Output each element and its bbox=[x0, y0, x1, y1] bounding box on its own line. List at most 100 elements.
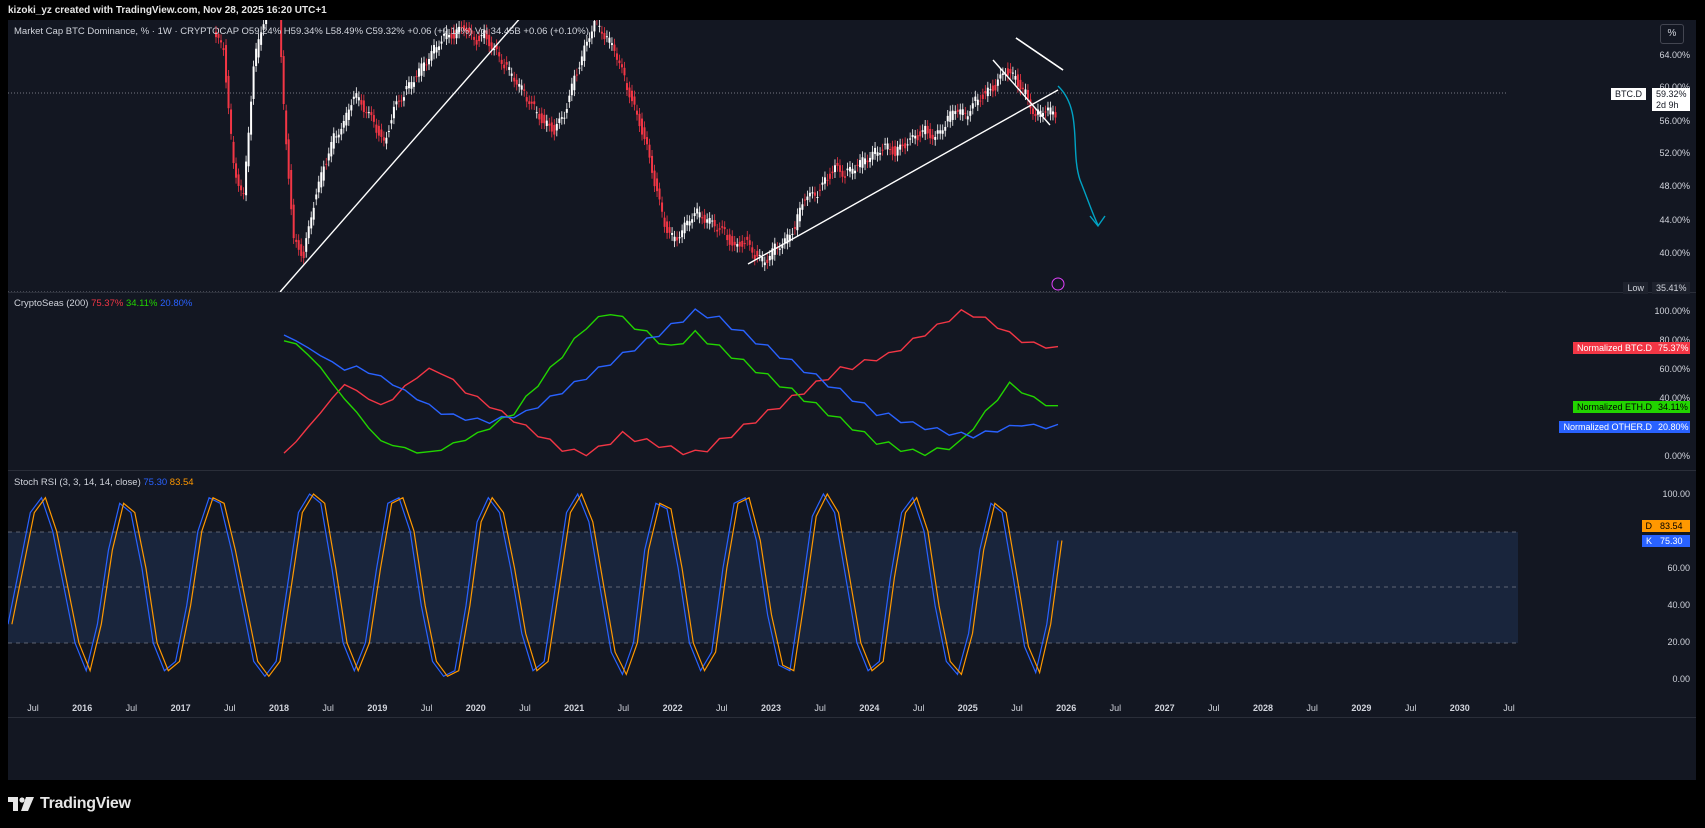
candle-body bbox=[1034, 113, 1037, 117]
symbol-price-tag[interactable]: BTC.D bbox=[1611, 88, 1646, 100]
candle-body bbox=[217, 34, 220, 38]
candle-body bbox=[350, 105, 353, 111]
candle-body bbox=[458, 26, 461, 33]
chart-canvas[interactable] bbox=[8, 20, 1696, 780]
candle-body bbox=[676, 237, 679, 241]
bar-countdown: 2d 9h bbox=[1652, 99, 1690, 111]
candle-body bbox=[816, 197, 819, 199]
candle-body bbox=[580, 56, 583, 66]
candle-body bbox=[390, 120, 393, 124]
candle-body bbox=[663, 217, 666, 227]
candle-body bbox=[310, 217, 313, 229]
percent-scale-button[interactable]: % bbox=[1660, 24, 1684, 44]
candle-body bbox=[936, 130, 939, 134]
candle-body bbox=[916, 135, 919, 141]
last-price-tag[interactable]: 59.32% bbox=[1652, 88, 1690, 100]
main-legend[interactable]: Market Cap BTC Dominance, % · 1W · CRYPT… bbox=[14, 26, 589, 37]
symbol-title[interactable]: Market Cap BTC Dominance, % · 1W · CRYPT… bbox=[14, 26, 239, 37]
candle-body bbox=[382, 137, 385, 141]
candle-body bbox=[215, 31, 217, 38]
candle-body bbox=[924, 125, 927, 135]
k-value: 75.30 bbox=[143, 477, 168, 488]
candle-body bbox=[392, 106, 395, 119]
candle-body bbox=[295, 239, 298, 242]
candle-body bbox=[648, 144, 651, 158]
candle-body bbox=[991, 85, 994, 92]
candle-body bbox=[808, 192, 811, 197]
candle-body bbox=[838, 165, 841, 172]
candle-body bbox=[701, 217, 704, 219]
candle-body bbox=[959, 109, 962, 115]
candle-body bbox=[984, 90, 987, 94]
time-axis-label: Jul bbox=[1404, 703, 1417, 713]
indicator-title[interactable]: CryptoSeas (200) bbox=[14, 298, 89, 309]
indicator-title[interactable]: Stoch RSI (3, 3, 14, 14, close) bbox=[14, 477, 141, 488]
rsi-tick: 0.00 bbox=[1672, 674, 1690, 684]
candle-body bbox=[874, 147, 877, 154]
candle-body bbox=[493, 49, 496, 51]
candle-body bbox=[753, 254, 756, 260]
candle-body bbox=[365, 112, 368, 114]
candle-body bbox=[402, 97, 405, 101]
candle-body bbox=[728, 234, 731, 245]
candle-body bbox=[1024, 89, 1027, 95]
candle-body bbox=[285, 110, 288, 145]
time-axis-label: 2026 bbox=[1056, 703, 1077, 713]
crypto-tick: 100.00% bbox=[1654, 306, 1690, 316]
candle-body bbox=[964, 112, 967, 114]
other-series-label: Normalized OTHER.D bbox=[1559, 421, 1656, 433]
cryptoseas-legend[interactable]: CryptoSeas (200) 75.37% 34.11% 20.80% bbox=[14, 298, 192, 309]
candle-body bbox=[871, 151, 874, 160]
candle-body bbox=[422, 62, 425, 71]
candle-body bbox=[523, 89, 526, 91]
candle-body bbox=[781, 244, 784, 249]
candle-body bbox=[435, 47, 438, 53]
candle-body bbox=[460, 27, 463, 29]
time-axis-label: 2030 bbox=[1449, 703, 1470, 713]
projection-arrow-head bbox=[1089, 215, 1106, 228]
candle-body bbox=[811, 192, 814, 194]
candle-body bbox=[598, 25, 601, 27]
time-axis-label: Jul bbox=[27, 703, 39, 713]
candle-body bbox=[678, 237, 681, 239]
chart-area[interactable]: Market Cap BTC Dominance, % · 1W · CRYPT… bbox=[8, 20, 1696, 780]
candle-body bbox=[1006, 68, 1009, 76]
candle-body bbox=[974, 96, 977, 102]
candle-body bbox=[956, 109, 959, 112]
candle-body bbox=[503, 64, 506, 69]
trendline-2018-2020 bbox=[279, 20, 520, 293]
time-axis-label: Jul bbox=[224, 703, 236, 713]
pane-separator[interactable] bbox=[8, 292, 1696, 293]
candle-body bbox=[573, 75, 576, 91]
tradingview-brand: TradingView bbox=[40, 795, 131, 812]
candle-body bbox=[921, 130, 924, 132]
footer-branding: TradingView bbox=[8, 793, 131, 815]
candle-body bbox=[743, 243, 746, 245]
candle-body bbox=[625, 83, 628, 91]
candle-body bbox=[914, 135, 917, 139]
candle-body bbox=[495, 45, 498, 50]
candle-body bbox=[555, 123, 558, 131]
stochrsi-legend[interactable]: Stoch RSI (3, 3, 14, 14, close) 75.30 83… bbox=[14, 477, 194, 488]
candle-body bbox=[455, 29, 458, 39]
candle-body bbox=[866, 160, 869, 163]
candle-body bbox=[641, 118, 644, 135]
candle-body bbox=[430, 51, 433, 61]
pane-separator[interactable] bbox=[8, 470, 1696, 471]
candle-body bbox=[899, 144, 902, 150]
candle-body bbox=[247, 132, 250, 167]
candle-body bbox=[498, 52, 501, 57]
candle-body bbox=[543, 114, 546, 124]
candle-body bbox=[951, 110, 954, 120]
candle-body bbox=[400, 100, 403, 102]
crypto-tick: 80.00% bbox=[1659, 335, 1690, 345]
candle-body bbox=[470, 30, 473, 34]
candle-body bbox=[656, 178, 659, 192]
stochrsi-k-line bbox=[8, 492, 1059, 678]
candle-body bbox=[886, 143, 889, 150]
candle-body bbox=[1054, 112, 1057, 118]
candle-body bbox=[828, 173, 831, 179]
candle-body bbox=[944, 126, 947, 131]
time-axis-label: Jul bbox=[716, 703, 728, 713]
eth-series-value: 34.11% bbox=[1654, 401, 1690, 413]
